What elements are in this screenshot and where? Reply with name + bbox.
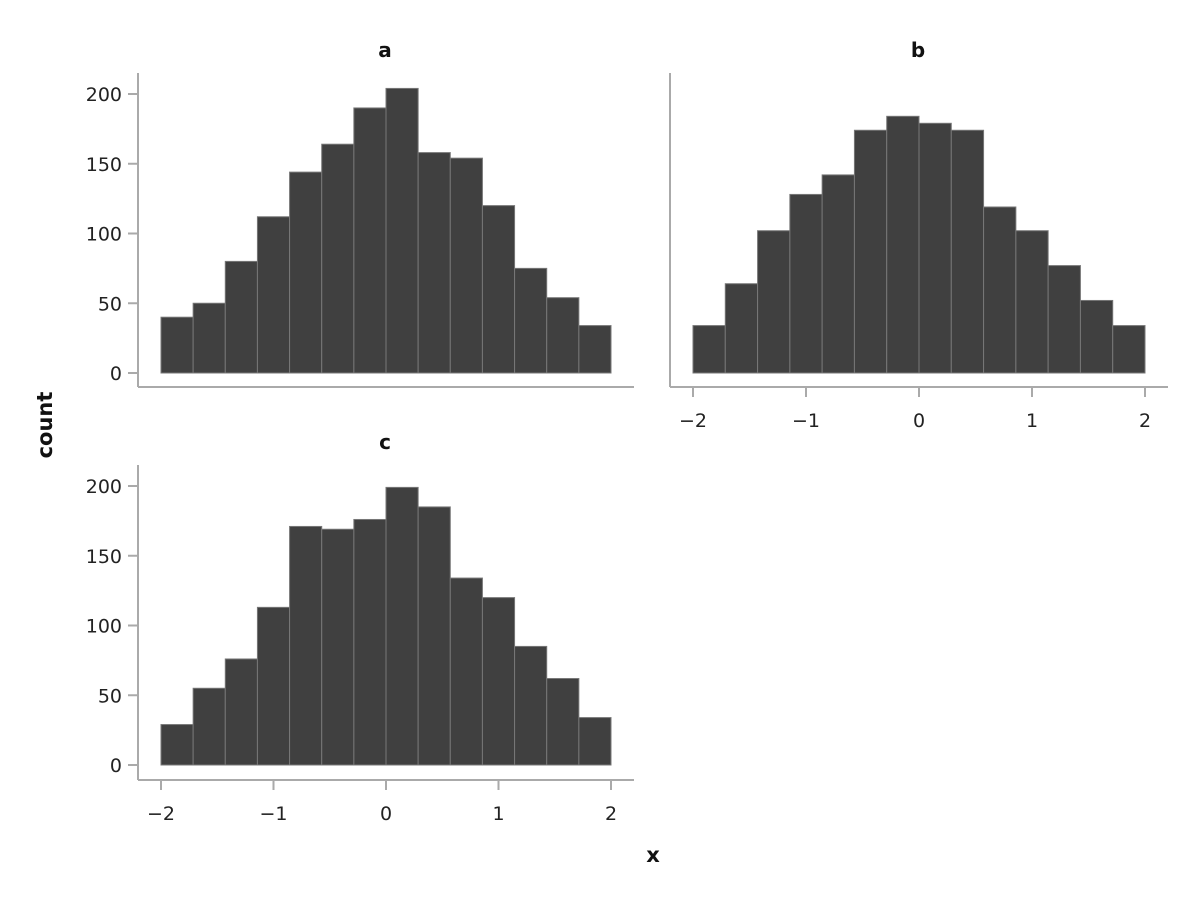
histogram-bar [983,206,1017,374]
y-tick-label: 150 [86,546,122,568]
histogram-bar [950,129,985,374]
histogram-bar [1079,299,1114,374]
histogram-bar [918,122,952,374]
x-tick-label: −2 [679,410,707,432]
x-tick-label: 0 [380,803,392,825]
y-tick-label: 50 [98,685,122,707]
histogram-bar [160,316,194,374]
histogram-bar [481,597,516,766]
histogram-bar [578,325,612,374]
x-tick-label: −2 [147,803,175,825]
histogram-bar [546,297,580,374]
histogram-bar [224,658,258,766]
histogram-bar [192,687,226,766]
histogram-bar [256,216,291,374]
histogram-bar [385,486,419,766]
histogram-bar [546,678,580,766]
histogram-bar [789,193,823,374]
panel-title-c: c [379,430,391,454]
x-axis-label: x [646,843,660,867]
histogram-bar [417,506,451,766]
x-tick-label: 2 [605,803,617,825]
histogram-bar [514,645,548,766]
histogram-bar [449,157,483,374]
x-tick-label: −1 [792,410,820,432]
histogram-bar [886,115,920,374]
histogram-bar [289,171,323,374]
y-tick-label: 150 [86,154,122,176]
histogram-bar [385,87,419,374]
panel-title-b: b [911,38,925,62]
histogram-bar [321,143,355,374]
histogram-bar [692,325,726,374]
histogram-bar [481,205,516,374]
histogram-bar [289,525,323,766]
y-tick-label: 100 [86,616,122,638]
y-tick-label: 100 [86,224,122,246]
histogram-bar [1015,230,1049,374]
histogram-bar [757,230,791,374]
y-tick-label: 200 [86,84,122,106]
histogram-bar [514,267,548,374]
histogram-bar [449,577,483,766]
histogram-bar [353,518,387,766]
histogram-bar [160,724,194,766]
y-tick-label: 200 [86,476,122,498]
histogram-bar [853,129,888,374]
histogram-bar [224,260,258,374]
histogram-bar [192,302,226,374]
x-tick-label: 1 [492,803,504,825]
x-tick-label: 0 [913,410,925,432]
histogram-bar [417,152,451,374]
histogram-bar [724,283,759,374]
y-tick-label: 50 [98,293,122,315]
histogram-bar [1047,265,1081,374]
x-tick-label: 1 [1026,410,1038,432]
histogram-bar [821,174,855,374]
histogram-bar [256,606,291,766]
histogram-bar [321,528,355,766]
histogram-bar [578,717,612,766]
y-tick-label: 0 [110,363,122,385]
x-tick-label: 2 [1139,410,1151,432]
histogram-bar [1112,325,1146,374]
y-tick-label: 0 [110,755,122,777]
panel-title-a: a [378,38,392,62]
x-tick-label: −1 [259,803,287,825]
histogram-bar [353,107,387,374]
y-axis-label: count [33,392,57,459]
